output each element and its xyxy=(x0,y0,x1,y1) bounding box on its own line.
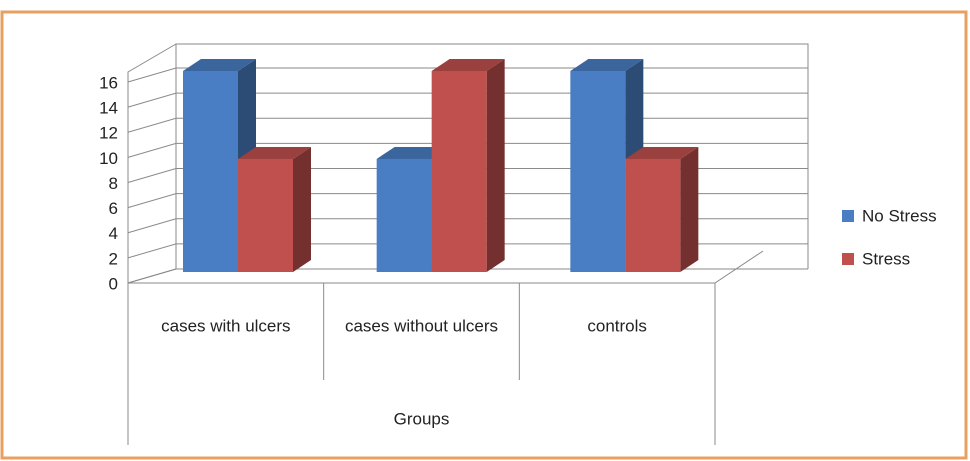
bar-top xyxy=(376,146,450,159)
x-axis-label: Groups xyxy=(394,409,450,428)
bar-top xyxy=(238,146,311,159)
y-tick-label: 16 xyxy=(99,73,118,92)
x-tick-label: cases without ulcers xyxy=(345,316,498,335)
bar-side xyxy=(680,146,699,272)
legend-swatch xyxy=(842,253,854,265)
bar-front xyxy=(431,71,487,272)
y-tick-label: 0 xyxy=(109,274,118,293)
y-tick-label: 14 xyxy=(99,99,118,118)
bar-front xyxy=(238,158,293,272)
y-tick-label: 4 xyxy=(109,224,118,243)
bar-front xyxy=(376,158,432,272)
bar-side xyxy=(293,146,311,272)
back-wall xyxy=(175,43,809,269)
bar-top xyxy=(625,146,699,159)
bar-top xyxy=(570,59,644,71)
bar xyxy=(238,146,311,272)
bar-front xyxy=(625,158,681,272)
y-tick-label: 10 xyxy=(99,149,118,168)
legend-label: No Stress xyxy=(862,206,937,225)
legend-swatch xyxy=(842,210,854,222)
legend-label: Stress xyxy=(862,249,910,268)
y-tick-label: 6 xyxy=(109,199,118,218)
side-wall xyxy=(127,43,177,283)
y-tick-label: 12 xyxy=(99,124,118,143)
bar-side xyxy=(486,59,505,272)
bar-top xyxy=(431,59,505,71)
bar-top xyxy=(183,59,256,71)
bar-front xyxy=(183,71,238,272)
bar xyxy=(431,59,505,272)
y-tick-label: 2 xyxy=(109,249,118,268)
bar xyxy=(625,146,699,272)
bar-front xyxy=(570,71,626,272)
x-tick-label: controls xyxy=(587,316,647,335)
y-tick-label: 8 xyxy=(109,174,118,193)
x-tick-label: cases with ulcers xyxy=(161,316,290,335)
